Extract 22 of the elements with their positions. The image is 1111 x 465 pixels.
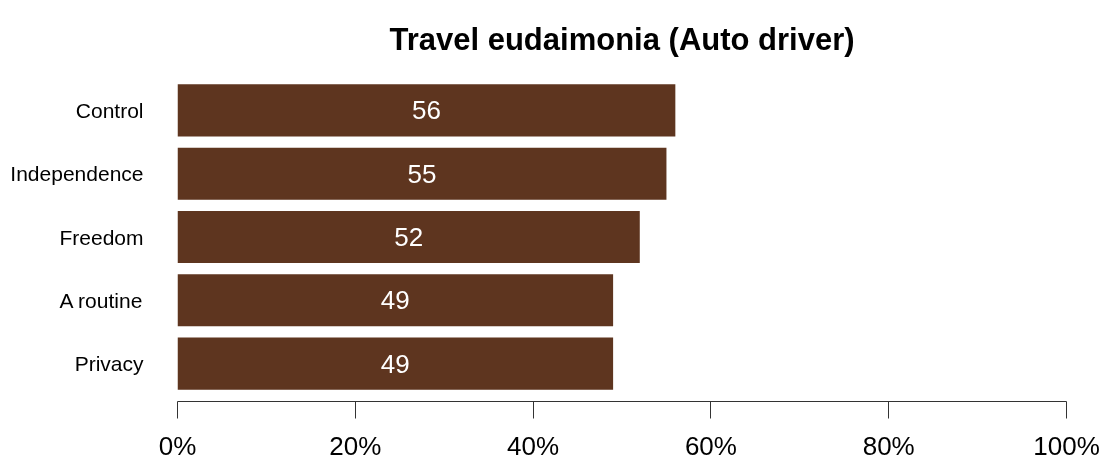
x-tick-label: 80% — [862, 430, 915, 461]
y-tick-label: Control — [75, 98, 144, 122]
bar — [177, 147, 667, 200]
y-tick-label: Privacy — [74, 352, 144, 376]
x-tick-label: 40% — [507, 430, 560, 461]
y-tick-label: Freedom — [59, 225, 144, 249]
x-tick-label: 20% — [329, 430, 382, 461]
data-label: 56 — [411, 95, 441, 126]
bar — [177, 210, 640, 264]
chart-title: Travel eudaimonia (Auto driver) — [389, 21, 855, 57]
bar — [177, 337, 614, 390]
data-label: 49 — [380, 348, 410, 379]
bar — [177, 274, 614, 327]
x-tick-label: 0% — [158, 430, 197, 461]
data-label: 49 — [380, 285, 410, 316]
y-tick-label: A routine — [59, 288, 143, 312]
data-label: 55 — [407, 158, 437, 189]
x-tick-label: 100% — [1033, 430, 1100, 461]
bar — [177, 84, 676, 137]
x-tick-label: 60% — [684, 430, 737, 461]
data-label: 52 — [394, 222, 424, 252]
y-tick-label: Independence — [10, 162, 144, 186]
